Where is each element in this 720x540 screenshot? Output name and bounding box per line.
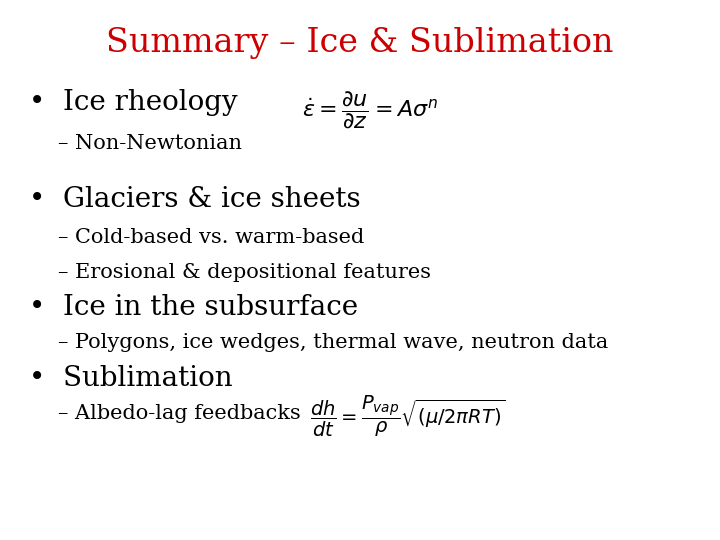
Text: – Albedo-lag feedbacks: – Albedo-lag feedbacks <box>58 403 300 423</box>
Text: – Non-Newtonian: – Non-Newtonian <box>58 133 242 153</box>
Text: Summary – Ice & Sublimation: Summary – Ice & Sublimation <box>107 27 613 59</box>
Text: •  Ice in the subsurface: • Ice in the subsurface <box>29 294 358 321</box>
Text: •  Ice rheology: • Ice rheology <box>29 89 238 116</box>
Text: •  Glaciers & ice sheets: • Glaciers & ice sheets <box>29 186 361 213</box>
Text: •  Sublimation: • Sublimation <box>29 364 233 391</box>
Text: – Erosional & depositional features: – Erosional & depositional features <box>58 263 431 282</box>
Text: – Cold-based vs. warm-based: – Cold-based vs. warm-based <box>58 228 364 247</box>
Text: – Polygons, ice wedges, thermal wave, neutron data: – Polygons, ice wedges, thermal wave, ne… <box>58 333 608 353</box>
Text: $\dot{\varepsilon} = \dfrac{\partial u}{\partial z} = A\sigma^{n}$: $\dot{\varepsilon} = \dfrac{\partial u}{… <box>302 90 438 131</box>
Text: $\dfrac{dh}{dt} = \dfrac{P_{vap}}{\rho}\sqrt{(\mu/2\pi RT)}$: $\dfrac{dh}{dt} = \dfrac{P_{vap}}{\rho}\… <box>310 394 505 440</box>
